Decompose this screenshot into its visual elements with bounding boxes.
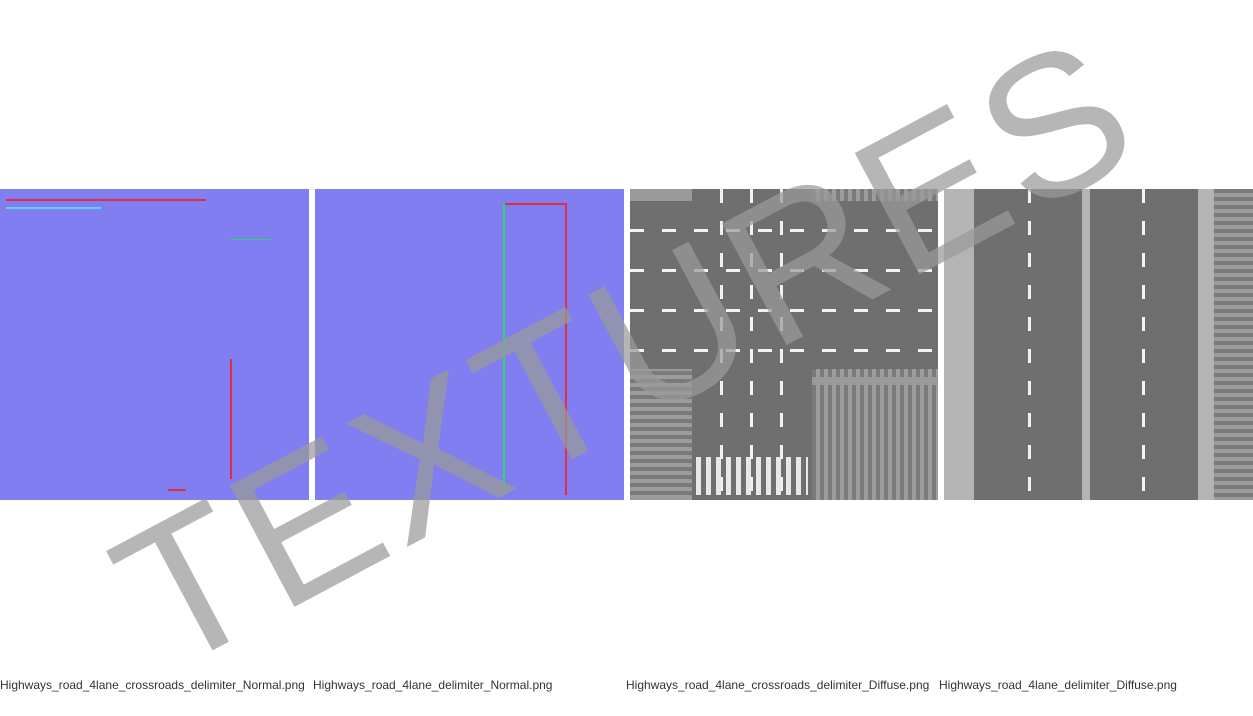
- median: [1082, 189, 1090, 500]
- normal-map-bg: [0, 189, 309, 500]
- caption: Highways_road_4lane_crossroads_delimiter…: [626, 678, 939, 692]
- normal-line: [230, 359, 232, 479]
- lane-marking: [630, 229, 939, 232]
- texture-gallery: [0, 189, 1253, 500]
- lane-marking: [630, 349, 939, 352]
- normal-line: [6, 199, 206, 201]
- lane-marking: [630, 269, 939, 272]
- texture-thumb-crossroads-diffuse[interactable]: [630, 189, 939, 500]
- caption: Highways_road_4lane_delimiter_Diffuse.pn…: [939, 678, 1252, 692]
- normal-line: [6, 207, 101, 209]
- texture-thumb-crossroads-normal[interactable]: [0, 189, 309, 500]
- crosswalk: [696, 457, 808, 495]
- lane-marking: [750, 189, 753, 500]
- side-strip: [944, 189, 974, 500]
- texture-thumb-straight-diffuse[interactable]: [944, 189, 1253, 500]
- normal-line: [565, 203, 567, 495]
- caption: Highways_road_4lane_crossroads_delimiter…: [0, 678, 313, 692]
- lane-marking: [780, 189, 783, 500]
- normal-line: [230, 239, 270, 240]
- hatch-block: [812, 385, 939, 500]
- hatch-block: [1214, 189, 1253, 500]
- lane-marking: [1142, 189, 1145, 500]
- lane-marking: [630, 309, 939, 312]
- hatch-block: [812, 189, 939, 201]
- hatch-block: [630, 371, 692, 498]
- texture-thumb-straight-normal[interactable]: [315, 189, 624, 500]
- normal-line: [168, 489, 186, 491]
- side-strip: [1198, 189, 1214, 500]
- lane-marking: [720, 189, 723, 500]
- caption: Highways_road_4lane_delimiter_Normal.png: [313, 678, 626, 692]
- normal-map-bg: [315, 189, 624, 500]
- captions-row: Highways_road_4lane_crossroads_delimiter…: [0, 678, 1253, 692]
- lane-marking: [1028, 189, 1031, 500]
- normal-line: [503, 203, 505, 495]
- normal-line: [505, 203, 565, 205]
